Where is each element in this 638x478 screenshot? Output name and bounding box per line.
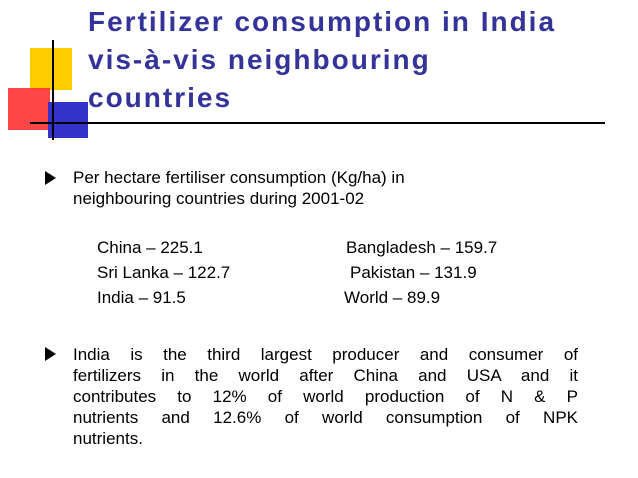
title-line: countries — [88, 82, 233, 113]
bullet-line: neighbouring countries during 2001-02 — [73, 189, 365, 208]
title-line: Fertilizer consumption in India — [88, 6, 557, 37]
pair-right: Bangladesh – 159.7 — [346, 238, 498, 257]
bullet-line: contributes to 12% of world production o… — [73, 387, 578, 406]
bullet — [45, 171, 56, 185]
bullet-line: nutrients and 12.6% of world consumption… — [73, 408, 578, 427]
pair-left: China – 225.1 — [97, 238, 203, 257]
title-line: vis-à-vis neighbouring — [88, 44, 431, 75]
deco-yellow — [30, 48, 72, 90]
pair-left: Sri Lanka – 122.7 — [97, 263, 231, 282]
bullet-line: Per hectare fertiliser consumption (Kg/h… — [73, 168, 405, 187]
deco-vline — [52, 40, 54, 140]
deco-hline — [30, 122, 605, 124]
bullet — [45, 347, 56, 361]
bullet-line: fertilizers in the world after China and… — [73, 366, 578, 385]
pair-right: World – 89.9 — [344, 288, 441, 307]
pair-right: Pakistan – 131.9 — [350, 263, 477, 282]
deco-blue — [48, 102, 88, 138]
bullet-line: nutrients. — [73, 429, 143, 448]
pair-left: India – 91.5 — [97, 288, 186, 307]
bullet-line: India is the third largest producer and … — [73, 345, 578, 364]
